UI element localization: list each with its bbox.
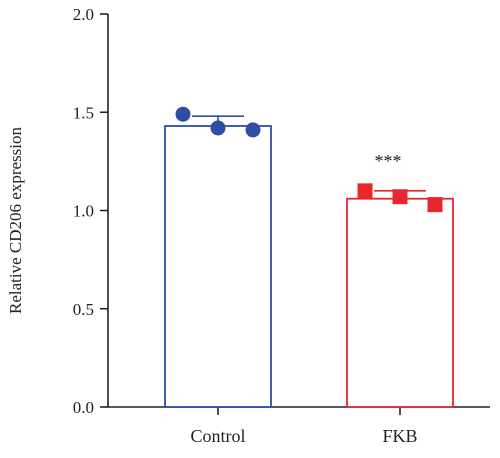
labels: 0.0 0.5 1.0 1.5 2.0 Relative CD206 expression… <box>6 5 418 446</box>
data-point <box>245 122 261 138</box>
y-tick-label: 1.0 <box>73 202 94 221</box>
data-point <box>175 106 191 122</box>
data-points <box>175 106 443 213</box>
significance-label: *** <box>375 151 402 171</box>
x-tick-label: FKB <box>382 426 417 446</box>
data-point <box>357 183 373 199</box>
y-tick-label: 0.0 <box>73 398 94 417</box>
bars <box>164 125 454 408</box>
y-tick-label: 2.0 <box>73 5 94 24</box>
data-point <box>427 197 443 213</box>
y-tick-label: 1.5 <box>73 103 94 122</box>
x-tick-label: Control <box>190 426 245 446</box>
data-point <box>210 120 226 136</box>
bar <box>164 125 272 408</box>
y-tick-label: 0.5 <box>73 300 94 319</box>
y-axis-label: Relative CD206 expression <box>6 127 25 314</box>
data-point <box>392 189 408 205</box>
bar <box>346 197 454 408</box>
